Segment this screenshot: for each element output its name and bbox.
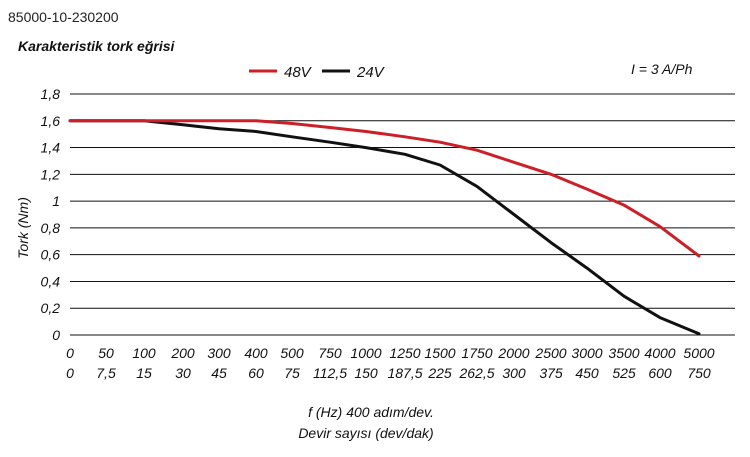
x-tick-label: 400 xyxy=(244,345,268,361)
y-axis-label: Tork (Nm) xyxy=(15,197,31,259)
x-secondary-tick-label: 75 xyxy=(284,365,300,381)
legend: 48V 24V xyxy=(249,64,386,81)
x-tick-label: 4000 xyxy=(644,345,675,361)
x-secondary-tick-label: 225 xyxy=(427,365,452,381)
x-tick-label: 1250 xyxy=(389,345,420,361)
x-tick-labels: 0 50 100 200 300 400 500 750 1000 1250 1500 1750 200… xyxy=(66,345,715,361)
x-secondary-tick-label: 7,5 xyxy=(96,365,116,381)
y-tick-label: 1,2 xyxy=(41,166,61,182)
x-tick-label: 2000 xyxy=(497,345,529,361)
x-secondary-tick-label: 750 xyxy=(687,365,711,381)
y-tick-label: 1 xyxy=(52,193,60,209)
x-secondary-tick-label: 600 xyxy=(648,365,672,381)
x-secondary-tick-label: 262,5 xyxy=(458,365,494,381)
legend-label-48v: 48V xyxy=(284,64,313,81)
x-secondary-tick-labels: 0 7,5 15 30 45 60 75 112,5 150 187,5 225 262,5 300 37… xyxy=(66,365,711,381)
product-code: 85000-10-230200 xyxy=(8,9,119,25)
x-secondary-tick-label: 30 xyxy=(175,365,191,381)
x-tick-label: 2500 xyxy=(534,345,566,361)
x-secondary-tick-label: 0 xyxy=(66,365,74,381)
y-tick-label: 1,6 xyxy=(41,113,61,129)
x-tick-label: 1500 xyxy=(424,345,455,361)
chart-title: Karakteristik tork eğrisi xyxy=(18,38,175,54)
series-lines xyxy=(68,119,701,336)
x-secondary-tick-label: 150 xyxy=(354,365,378,381)
x-secondary-tick-label: 375 xyxy=(539,365,563,381)
series-line-24v xyxy=(68,119,701,336)
x-axis-label-secondary: Devir sayısı (dev/dak) xyxy=(298,425,433,441)
x-secondary-tick-label: 525 xyxy=(612,365,636,381)
x-tick-label: 750 xyxy=(318,345,342,361)
grid-lines xyxy=(70,93,735,336)
x-tick-label: 100 xyxy=(132,345,156,361)
x-axis-label: f (Hz) 400 adım/dev. xyxy=(308,404,434,420)
x-tick-label: 1000 xyxy=(350,345,381,361)
x-secondary-tick-label: 300 xyxy=(502,365,526,381)
y-tick-label: 0 xyxy=(52,327,60,343)
y-tick-label: 1,4 xyxy=(41,140,61,156)
x-tick-label: 50 xyxy=(98,345,114,361)
series-line-48v xyxy=(68,119,701,258)
x-tick-label: 500 xyxy=(280,345,304,361)
current-annotation: I = 3 A/Ph xyxy=(631,61,693,77)
x-secondary-tick-label: 15 xyxy=(136,365,152,381)
y-tick-label: 0,8 xyxy=(41,220,61,236)
x-tick-label: 5000 xyxy=(683,345,714,361)
legend-label-24v: 24V xyxy=(356,64,386,81)
y-tick-label: 0,4 xyxy=(41,273,61,289)
x-secondary-tick-label: 112,5 xyxy=(313,365,347,381)
x-secondary-tick-label: 187,5 xyxy=(387,365,422,381)
y-tick-labels: 0 0,2 0,4 0,6 0,8 1 1,2 1,4 1,6 1,8 xyxy=(41,86,61,343)
x-tick-label: 0 xyxy=(66,345,74,361)
x-tick-label: 3000 xyxy=(571,345,602,361)
y-tick-label: 1,8 xyxy=(41,86,61,102)
x-tick-label: 1750 xyxy=(461,345,492,361)
x-tick-label: 3500 xyxy=(608,345,639,361)
x-tick-label: 200 xyxy=(170,345,195,361)
y-tick-label: 0,2 xyxy=(41,300,61,316)
x-secondary-tick-label: 45 xyxy=(211,365,227,381)
x-tick-label: 300 xyxy=(207,345,231,361)
x-secondary-tick-label: 450 xyxy=(575,365,599,381)
x-secondary-tick-label: 60 xyxy=(248,365,264,381)
y-tick-label: 0,6 xyxy=(41,247,61,263)
